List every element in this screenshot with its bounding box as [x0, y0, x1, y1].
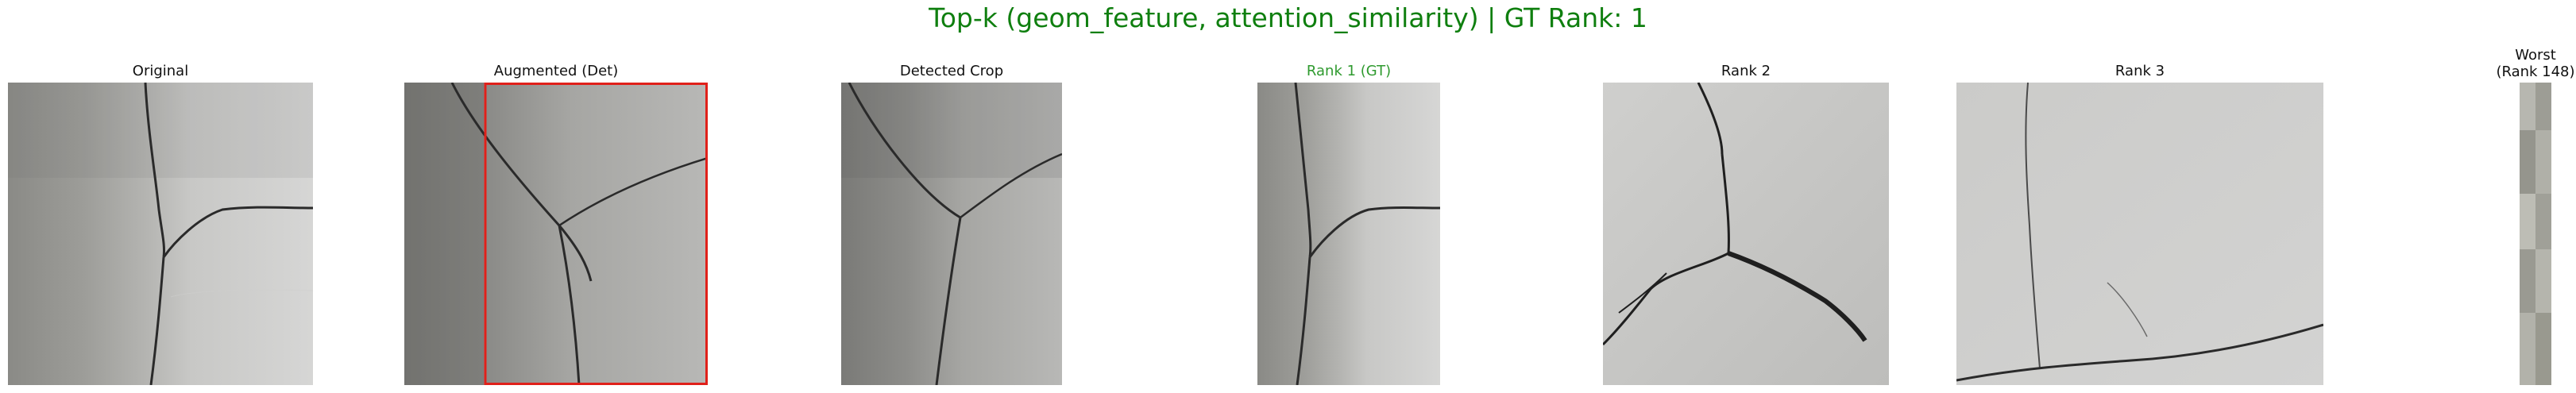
worst-title-line1: Worst: [2515, 47, 2556, 64]
original-image: [8, 83, 313, 385]
rank-2-title: Rank 2: [1721, 63, 1771, 79]
detected-crop-image: [841, 83, 1062, 385]
rank-3-title: Rank 3: [2114, 63, 2165, 79]
augmented-image: [404, 83, 708, 385]
detected-crop-title: Detected Crop: [899, 63, 1004, 79]
detection-box: [484, 83, 708, 385]
worst-title: Worst (Rank 148): [2486, 47, 2576, 80]
original-title: Original: [132, 63, 189, 79]
rank-1-title: Rank 1 (GT): [1306, 63, 1392, 79]
rank-3-image: [1956, 83, 2323, 385]
rank-1-image: [1257, 83, 1440, 385]
worst-image: [2520, 83, 2551, 385]
augmented-title: Augmented (Det): [493, 63, 619, 79]
worst-title-line2: (Rank 148): [2496, 64, 2575, 80]
figure-title: Top-k (geom_feature, attention_similarit…: [929, 2, 1647, 33]
rank-2-image: [1603, 83, 1889, 385]
